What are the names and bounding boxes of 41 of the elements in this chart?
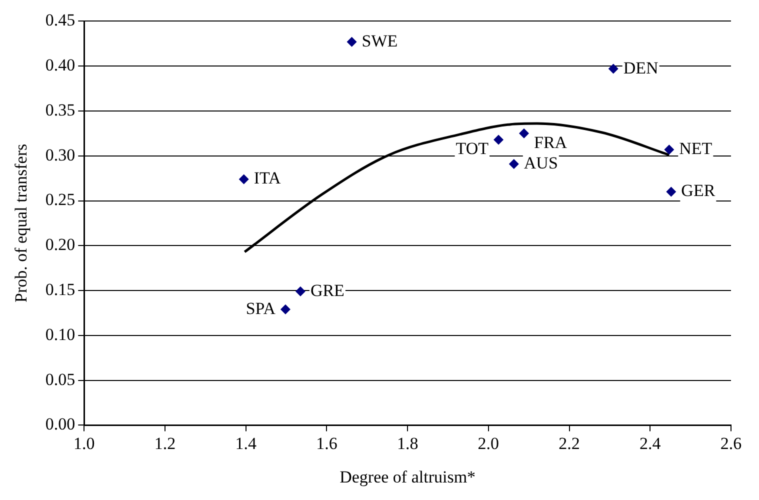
point xyxy=(346,36,357,47)
point xyxy=(295,286,306,296)
x-tick-label: 1.2 xyxy=(154,434,176,453)
y-axis-title: Prob. of equal transfers xyxy=(12,144,31,303)
y-tick-label: 0.20 xyxy=(45,235,76,254)
y-tick-label: 0.40 xyxy=(45,56,76,75)
annotation: AUS xyxy=(524,153,558,172)
y-tick-label: 0.10 xyxy=(45,324,76,344)
x-tick-label: 1.0 xyxy=(74,434,95,453)
point xyxy=(666,186,676,197)
point xyxy=(664,144,674,155)
point xyxy=(280,304,290,314)
point xyxy=(508,158,519,169)
y-tick-label: 0.05 xyxy=(45,370,76,389)
annotation: GRE xyxy=(310,280,344,300)
y-tick-label: 0.45 xyxy=(45,10,76,30)
point xyxy=(238,174,249,184)
y-tick-label: 0.30 xyxy=(45,145,76,164)
x-axis-title: Degree of altruism* xyxy=(340,467,476,486)
x-tick-label: 1.4 xyxy=(235,434,257,453)
x-tick-label: 1.8 xyxy=(396,434,418,453)
annotation: FRA xyxy=(534,132,568,152)
annotation: SPA xyxy=(246,298,276,318)
annotation: NET xyxy=(679,139,713,158)
annotation: GER xyxy=(681,181,716,200)
point xyxy=(519,128,530,138)
y-tick-label: 0.15 xyxy=(45,280,76,299)
y-tick-label: 0.25 xyxy=(45,190,76,210)
annotation: TOT xyxy=(456,139,490,158)
x-tick-label: 2.0 xyxy=(478,434,500,453)
x-tick-label: 2.6 xyxy=(720,434,742,453)
annotation: DEN xyxy=(623,58,658,78)
y-tick-label: 0.35 xyxy=(45,100,76,120)
x-tick-label: 2.2 xyxy=(558,434,580,453)
x-tick-label: 1.6 xyxy=(316,434,338,453)
annotation: SWE xyxy=(362,31,398,50)
annotation: ITA xyxy=(254,168,282,188)
y-tick-label: 0.00 xyxy=(45,414,76,434)
point xyxy=(608,64,618,74)
point xyxy=(494,134,504,145)
x-tick-label: 2.4 xyxy=(640,434,662,453)
